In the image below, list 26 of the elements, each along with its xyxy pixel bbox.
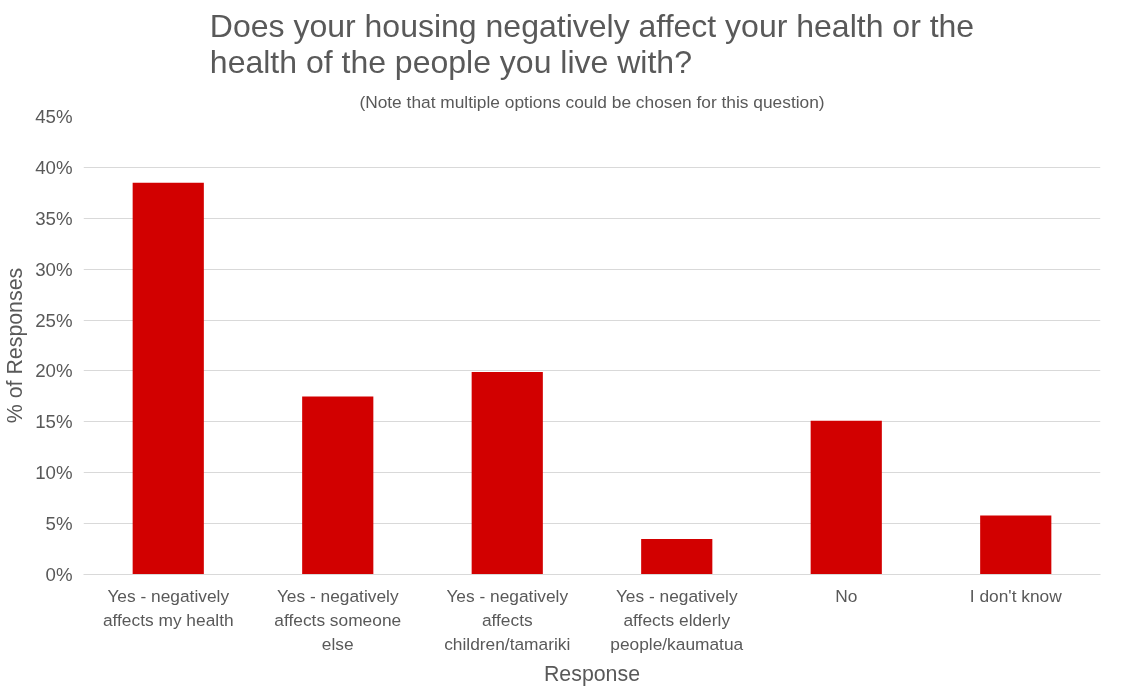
x-tick-label: Yes - negatively affects elderly people/kaumatua <box>610 585 744 654</box>
y-tick-label: 35% <box>35 207 73 229</box>
y-tick-label: 5% <box>45 513 73 535</box>
bar <box>641 538 713 575</box>
y-tick-label: 30% <box>35 258 73 280</box>
chart-subtitle: (Note that multiple options could be chosen for this question) <box>359 91 825 112</box>
bar <box>132 182 204 575</box>
chart-title: Does your housing negatively affect your health or the health of the people you live with? <box>209 7 975 80</box>
bar <box>810 420 882 575</box>
y-tick-label: 25% <box>35 309 73 331</box>
bar <box>471 371 543 575</box>
x-axis-title: Response <box>543 661 641 686</box>
y-axis-title: % of Responses <box>3 267 28 424</box>
y-tick-label: 15% <box>35 411 73 433</box>
y-tick-label: 10% <box>35 462 73 484</box>
y-tick-label: 20% <box>35 360 73 382</box>
x-tick-label: I don't know <box>969 585 1063 606</box>
y-tick-label: 45% <box>35 106 73 127</box>
y-tick-label: 0% <box>45 564 73 585</box>
bar <box>302 396 374 575</box>
y-tick-label: 40% <box>35 156 73 178</box>
x-tick-label: Yes - negatively affects someone else <box>274 585 402 654</box>
x-tick-label: Yes - negatively affects my health <box>102 585 234 630</box>
x-tick-label: No <box>835 585 858 606</box>
bar <box>980 515 1052 575</box>
x-tick-label: Yes - negatively affects children/tamariki <box>444 585 571 654</box>
